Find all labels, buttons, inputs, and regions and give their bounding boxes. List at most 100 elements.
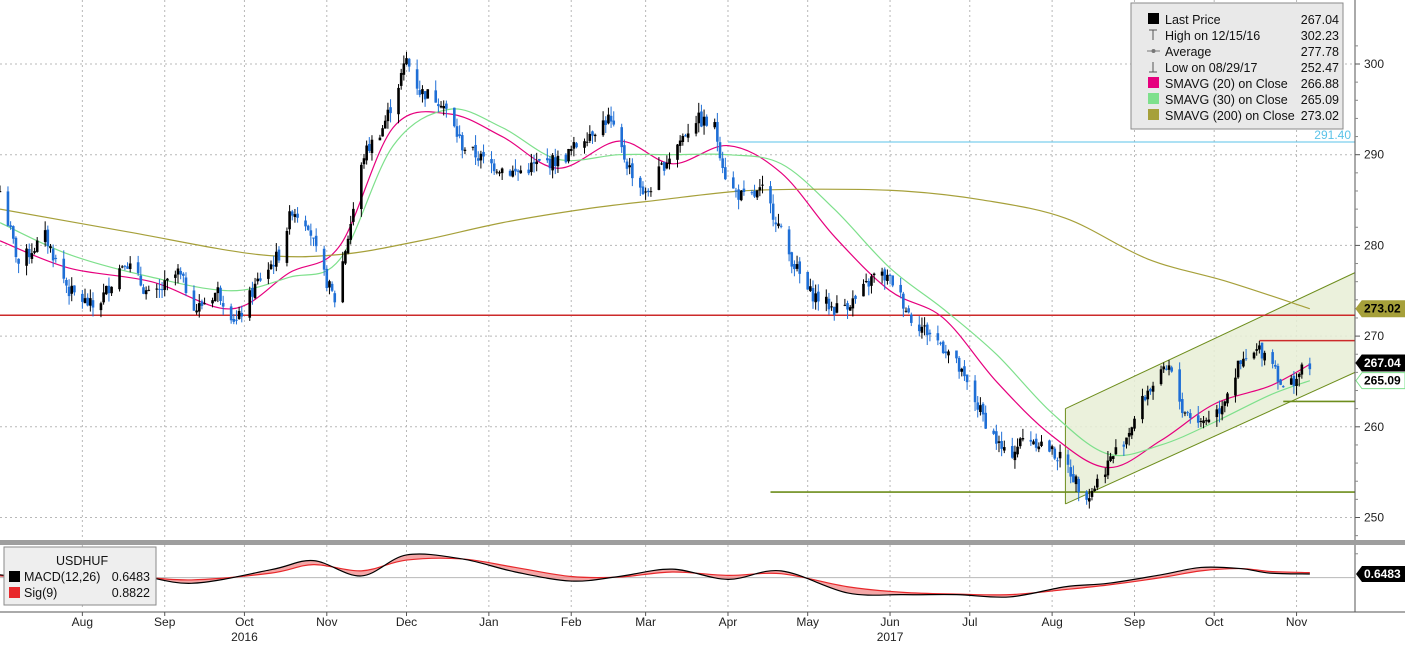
candle-body — [237, 310, 241, 319]
candle-body — [397, 87, 400, 115]
candle-body — [293, 214, 297, 218]
legend-label: High on 12/15/16 — [1165, 29, 1260, 43]
candle-body — [33, 251, 36, 253]
candle-body — [777, 223, 780, 227]
candle-body — [1016, 446, 1019, 455]
legend-row: Low on 08/29/17 252.47 — [1149, 61, 1339, 75]
candle-body — [514, 168, 517, 172]
x-tick-label: Oct — [235, 615, 254, 629]
legend-label: SMAVG (200) on Close — [1165, 109, 1295, 123]
candle-body — [312, 237, 315, 239]
candle-body — [795, 264, 799, 269]
candle-body — [1181, 399, 1184, 413]
candle-body — [1226, 393, 1229, 404]
candle-body — [1297, 374, 1301, 378]
legend-swatch — [1148, 13, 1159, 24]
candle-body — [389, 107, 392, 114]
annotation-lines: 291.40 — [0, 128, 1355, 493]
macd-legend: USDHUF MACD(12,26) 0.6483 Sig(9) 0.8822 — [3, 546, 157, 606]
candle-body — [290, 211, 294, 216]
candle-body — [941, 341, 945, 353]
candle-body — [6, 191, 10, 226]
candle-body — [378, 137, 382, 141]
candle-body — [1295, 378, 1298, 386]
legend-value: 252.47 — [1301, 61, 1339, 75]
candle-body — [572, 142, 576, 149]
candle-body — [516, 170, 520, 172]
candle-body — [14, 237, 18, 258]
candle-body — [846, 303, 849, 310]
candle-body — [386, 109, 390, 122]
candle-body — [288, 211, 291, 230]
ma-line-smavg-20-on-close — [0, 111, 1311, 469]
candle-body — [665, 162, 669, 169]
candle-body — [1281, 386, 1285, 388]
candle-body — [158, 288, 161, 290]
x-tick-label: Oct — [1205, 615, 1224, 629]
annotation-label: 291.40 — [1314, 128, 1351, 142]
candle-body — [83, 298, 87, 304]
candle-body — [1204, 420, 1208, 422]
legend-swatch — [1148, 77, 1159, 88]
candle-body — [612, 120, 616, 125]
candle-body — [657, 166, 661, 190]
candle-body — [973, 380, 977, 403]
candle-body — [886, 274, 889, 281]
price-tag: 273.02 — [1355, 300, 1405, 318]
candle-body — [344, 251, 347, 264]
candle-body — [979, 405, 982, 412]
candle-body — [981, 403, 985, 415]
candle-body — [697, 112, 701, 124]
candle-body — [530, 162, 533, 173]
candle-body — [848, 307, 852, 311]
candle-body — [575, 143, 578, 148]
candle-body — [798, 261, 802, 274]
candle-body — [1242, 358, 1245, 367]
candle-body — [89, 298, 92, 306]
candle-body — [213, 292, 217, 302]
candle-body — [721, 158, 724, 168]
price-tag-box — [1355, 372, 1405, 390]
candle-body — [437, 104, 440, 107]
candle-body — [567, 148, 570, 162]
candle-body — [957, 357, 961, 372]
candle-body — [1021, 438, 1025, 440]
grid — [0, 0, 1355, 608]
candle-body — [1289, 378, 1293, 385]
candle-body — [963, 366, 966, 377]
candle-body — [864, 281, 868, 283]
candle-body — [253, 283, 257, 299]
candle-body — [383, 120, 387, 129]
candle-body — [774, 222, 778, 225]
candle-body — [827, 298, 831, 310]
macd-legend-title: USDHUF — [56, 554, 108, 568]
candle-body — [646, 190, 650, 193]
candle-body — [70, 285, 74, 294]
candle-body — [418, 90, 422, 95]
candle-body — [1050, 446, 1054, 450]
legend-label: Low on 08/29/17 — [1165, 61, 1257, 75]
trend-channel — [1064, 272, 1356, 505]
x-tick-label: Apr — [719, 615, 738, 629]
candle-body — [1090, 491, 1094, 497]
legend-value: 273.02 — [1301, 109, 1339, 123]
moving-averages — [0, 108, 1311, 469]
candle-body — [11, 226, 15, 239]
candle-body — [601, 120, 605, 136]
candle-body — [1149, 389, 1152, 392]
candle-body — [232, 318, 236, 322]
candle-body — [325, 268, 329, 289]
candle-body — [219, 287, 222, 302]
y-tick-label: 300 — [1364, 57, 1384, 71]
x-tick-label: Jan — [479, 615, 498, 629]
candle-body — [713, 122, 716, 128]
x-tick-label: Sep — [1124, 615, 1146, 629]
candle-body — [936, 333, 940, 341]
candle-body — [702, 116, 706, 126]
candle-body — [304, 220, 307, 227]
x-tick-label: Jun — [880, 615, 899, 629]
candle-body — [474, 144, 477, 158]
candle-body — [1255, 349, 1258, 351]
candle-body — [471, 146, 475, 148]
candle-body — [365, 145, 368, 161]
